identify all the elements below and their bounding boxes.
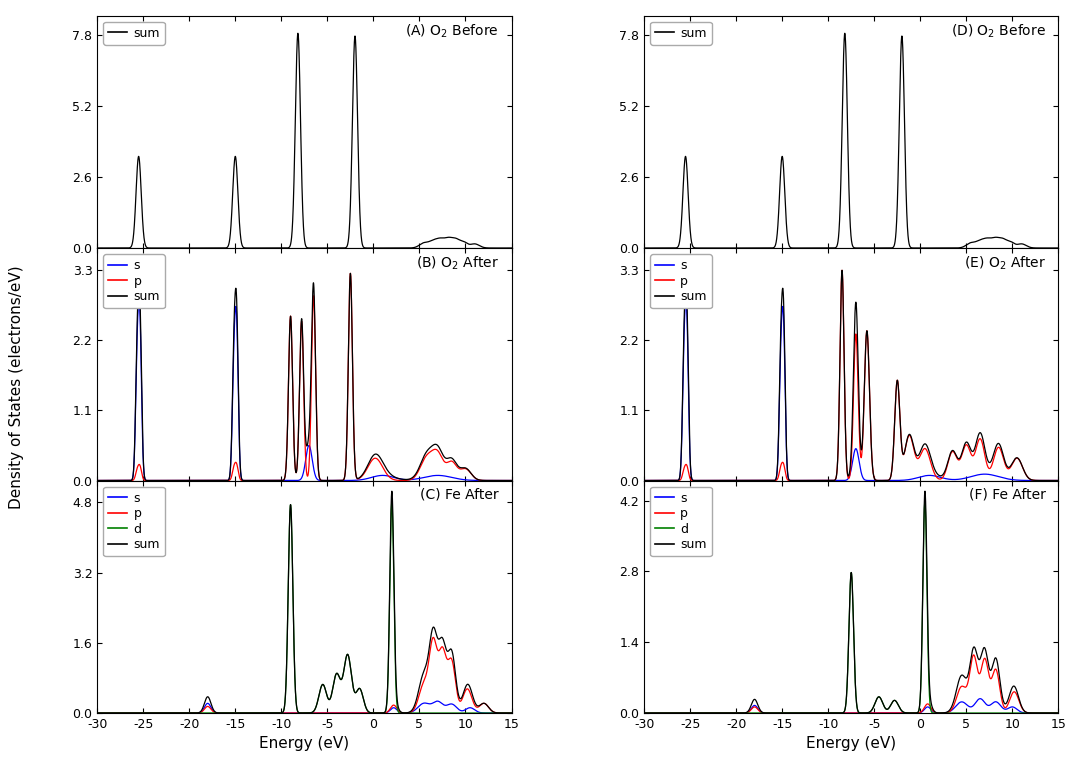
Text: (A) O$_2$ Before: (A) O$_2$ Before	[405, 22, 499, 40]
Legend: s, p, sum: s, p, sum	[650, 254, 712, 308]
Text: Density of States (electrons/eV): Density of States (electrons/eV)	[9, 266, 24, 509]
Text: (F) Fe After: (F) Fe After	[969, 487, 1045, 501]
Legend: s, p, d, sum: s, p, d, sum	[650, 487, 712, 556]
Legend: s, p, d, sum: s, p, d, sum	[104, 487, 165, 556]
Legend: s, p, sum: s, p, sum	[104, 254, 165, 308]
Text: (D) O$_2$ Before: (D) O$_2$ Before	[951, 22, 1045, 40]
Text: (B) O$_2$ After: (B) O$_2$ After	[416, 255, 499, 272]
X-axis label: Energy (eV): Energy (eV)	[806, 736, 896, 752]
X-axis label: Energy (eV): Energy (eV)	[259, 736, 350, 752]
Legend: sum: sum	[104, 22, 165, 45]
Text: (C) Fe After: (C) Fe After	[420, 487, 499, 501]
Text: (E) O$_2$ After: (E) O$_2$ After	[963, 255, 1045, 272]
Legend: sum: sum	[650, 22, 712, 45]
